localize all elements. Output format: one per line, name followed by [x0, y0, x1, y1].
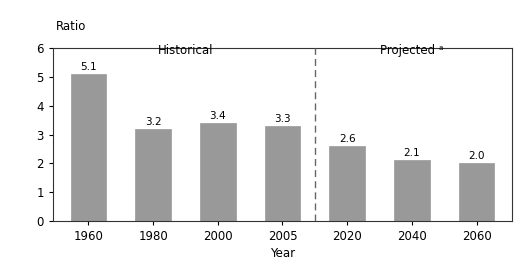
Text: 3.2: 3.2 [145, 117, 162, 127]
Bar [135, 129, 171, 221]
Bar [71, 74, 106, 221]
Text: Projected ᵃ: Projected ᵃ [380, 44, 444, 57]
Text: 3.3: 3.3 [274, 114, 291, 124]
Bar [200, 123, 235, 221]
Text: Ratio: Ratio [56, 20, 87, 33]
Text: 5.1: 5.1 [80, 62, 97, 72]
Bar [329, 146, 365, 221]
Text: 2.0: 2.0 [468, 151, 485, 161]
Text: Historical: Historical [158, 44, 213, 57]
Bar [459, 163, 494, 221]
Bar [265, 126, 300, 221]
Text: 2.6: 2.6 [339, 134, 355, 144]
Bar [394, 160, 430, 221]
Text: 2.1: 2.1 [403, 148, 420, 158]
X-axis label: Year: Year [270, 247, 295, 260]
Text: 3.4: 3.4 [210, 111, 226, 121]
